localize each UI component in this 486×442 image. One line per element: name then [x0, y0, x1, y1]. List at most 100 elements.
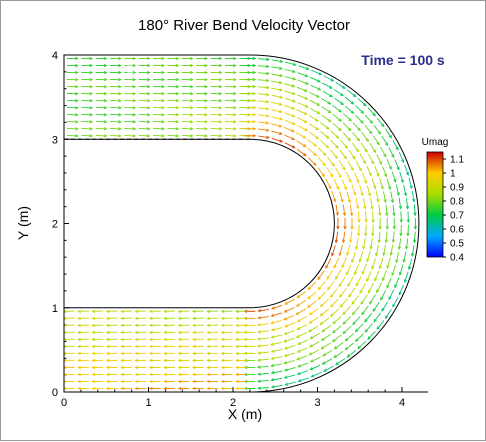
velocity-vector [360, 284, 365, 293]
colorbar-tick-label: 1 [450, 169, 456, 180]
velocity-vector [345, 343, 354, 350]
velocity-vector [356, 106, 364, 114]
velocity-vector [310, 333, 320, 338]
velocity-vector [343, 316, 351, 324]
y-tick-label: 4 [52, 50, 58, 62]
y-tick-label: 1 [52, 303, 58, 315]
velocity-vector [318, 281, 325, 289]
velocity-vector [308, 301, 317, 308]
velocity-vector [323, 350, 332, 356]
velocity-vector [356, 334, 364, 342]
velocity-vector [336, 168, 341, 177]
velocity-vector [308, 148, 316, 155]
velocity-vector [382, 302, 388, 311]
velocity-vector [356, 115, 364, 123]
x-tick-label: 3 [314, 397, 320, 409]
velocity-vector [322, 115, 331, 121]
velocity-vector [322, 83, 332, 88]
velocity-vector [308, 139, 317, 146]
velocity-vector [334, 351, 343, 357]
velocity-vector [296, 133, 306, 138]
velocity-vector [334, 98, 343, 104]
velocity-vector [323, 91, 332, 97]
velocity-vector [361, 295, 367, 304]
velocity-vector [318, 157, 325, 165]
colorbar-tick-label: 0.9 [450, 183, 464, 194]
velocity-vector [322, 107, 331, 113]
velocity-vector [310, 108, 320, 113]
y-axis-label: Y (m) [15, 206, 31, 240]
velocity-vector [321, 299, 329, 306]
velocity-vector [320, 309, 328, 316]
velocity-vector [328, 157, 335, 166]
velocity-vector [321, 98, 330, 104]
velocity-vector [322, 359, 332, 364]
velocity-vector [353, 122, 360, 130]
velocity-vector [365, 324, 372, 332]
velocity-vector [333, 105, 342, 112]
velocity-vector [353, 132, 360, 140]
velocity-vector [352, 143, 358, 152]
colorbar-ticks: 1.110.90.80.70.60.50.4 [443, 155, 464, 264]
velocity-vector [322, 334, 331, 340]
velocity-vector [331, 140, 339, 148]
velocity-vector [349, 150, 355, 159]
velocity-vector [365, 115, 372, 123]
velocity-vector [343, 113, 351, 120]
velocity-vector [349, 288, 355, 297]
time-annotation: Time = 100 s [361, 52, 445, 68]
velocity-vector [345, 97, 354, 104]
velocity-vector [352, 295, 358, 304]
velocity-vector [370, 295, 376, 304]
velocity-vector [331, 131, 339, 139]
colorbar-title: Umag [422, 137, 449, 148]
velocity-vector [343, 123, 351, 131]
velocity-vector [361, 143, 367, 152]
velocity-vector [365, 125, 372, 134]
velocity-vector [318, 148, 326, 156]
velocity-vector [328, 281, 335, 290]
velocity-vector [310, 132, 319, 138]
velocity-vector [373, 136, 379, 145]
x-tick-label: 0 [61, 397, 67, 409]
velocity-vector [320, 318, 329, 325]
colorbar-tick-label: 0.7 [450, 211, 464, 222]
velocity-vector [353, 316, 360, 324]
velocity-vector [343, 326, 351, 333]
velocity-vector [348, 277, 353, 286]
velocity-vector [374, 313, 381, 322]
velocity-vector [330, 289, 337, 297]
colorbar-tick-label: 0.8 [450, 197, 464, 208]
velocity-vector [373, 302, 379, 311]
colorbar-tick-label: 0.6 [450, 225, 464, 236]
velocity-vector [339, 277, 345, 286]
velocity-vector [308, 292, 316, 299]
velocity-vector [309, 115, 318, 121]
velocity-vector [333, 326, 341, 333]
velocity-vector [340, 150, 347, 159]
velocity-vector [331, 299, 339, 307]
velocity-vector [318, 292, 326, 300]
velocity-vector [297, 300, 306, 306]
velocity-vector [340, 140, 347, 148]
velocity-vector [370, 143, 376, 152]
velocity-vector [353, 306, 360, 314]
velocity-vector [334, 342, 343, 348]
x-axis-label: X (m) [228, 406, 262, 422]
velocity-vector [340, 299, 347, 307]
colorbar-tick-label: 0.4 [450, 253, 464, 264]
velocity-vector [310, 308, 319, 314]
velocity-vector [374, 125, 381, 134]
velocity-vector [321, 140, 329, 147]
velocity-vector [339, 161, 345, 170]
y-tick-label: 3 [52, 134, 58, 146]
velocity-vector [320, 122, 329, 129]
x-tick-label: 4 [399, 397, 405, 409]
velocity-vector [343, 133, 350, 141]
x-tick-label: 1 [145, 397, 151, 409]
velocity-vector [297, 141, 306, 147]
velocity-vector [322, 325, 331, 331]
velocity-vector [343, 306, 350, 314]
